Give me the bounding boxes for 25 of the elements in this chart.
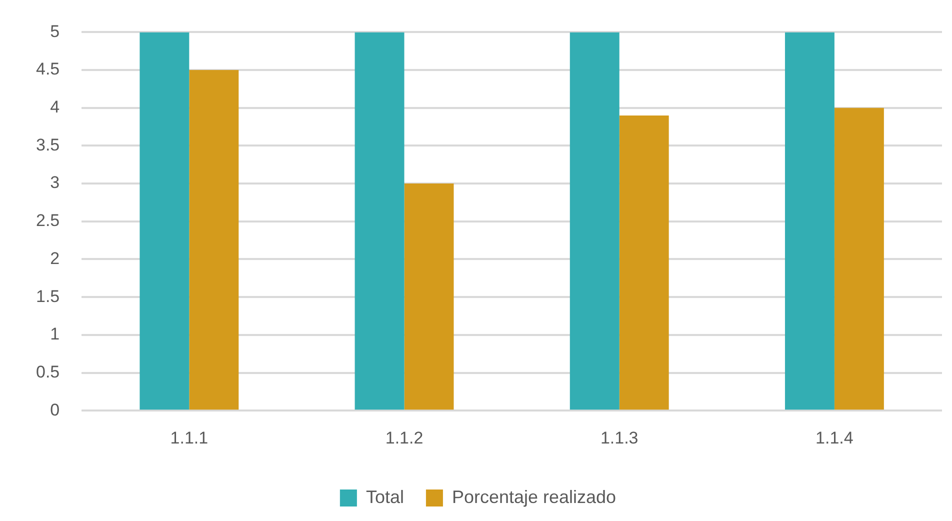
y-tick-label: 0	[50, 400, 60, 420]
bar	[619, 115, 669, 410]
y-tick-label: 2.5	[36, 211, 60, 230]
y-tick-label: 3.5	[36, 135, 60, 154]
y-tick-label: 1	[50, 324, 60, 344]
x-tick-label: 1.1.4	[816, 428, 854, 448]
bar	[354, 32, 404, 410]
bar	[784, 32, 834, 410]
y-tick-label: 4	[50, 98, 60, 117]
y-tick-label: 1.5	[36, 286, 60, 306]
bar	[570, 32, 620, 410]
y-tick-label: 5	[50, 22, 60, 41]
y-tick-label: 0.5	[36, 362, 60, 382]
bar	[189, 70, 239, 410]
y-tick-label: 2	[50, 248, 60, 268]
x-tick-label: 1.1.2	[385, 428, 424, 448]
y-tick-label: 3	[50, 173, 60, 192]
legend-label: Total	[366, 486, 404, 507]
x-tick-label: 1.1.1	[170, 428, 208, 448]
y-tick-label: 4.5	[36, 60, 60, 79]
bar	[404, 184, 454, 410]
bar	[140, 32, 190, 410]
x-tick-label: 1.1.3	[600, 428, 638, 448]
bar	[834, 108, 884, 410]
legend-label: Porcentaje realizado	[452, 486, 616, 507]
